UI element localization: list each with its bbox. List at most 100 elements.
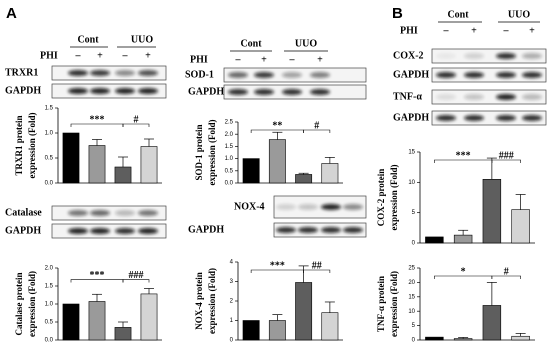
y-tick-label: 10 xyxy=(408,309,415,315)
blot-band xyxy=(68,70,88,76)
y-tick-label: 2.0 xyxy=(225,132,234,138)
bar xyxy=(295,174,313,184)
y-tick-label: 20 xyxy=(408,280,415,286)
significance-label: # xyxy=(504,266,509,277)
y-axis-label: TRXR1 protein xyxy=(14,115,24,175)
blot-frame xyxy=(273,195,367,219)
bar xyxy=(425,236,444,244)
blot-band xyxy=(138,210,158,216)
bar xyxy=(482,305,502,341)
blot-band xyxy=(321,204,341,210)
y-tick-label: 25 xyxy=(408,266,415,272)
blot-band xyxy=(68,210,88,216)
blot-band xyxy=(115,88,135,94)
y-tick-label: 0.5 xyxy=(45,156,54,162)
blot-band xyxy=(298,227,318,233)
bar xyxy=(88,301,106,341)
blot-band xyxy=(138,88,158,94)
blot-band xyxy=(282,72,302,78)
treatment-sign: + xyxy=(145,50,151,61)
y-tick-label: 2 xyxy=(230,299,234,305)
y-tick-label: 1.0 xyxy=(225,156,234,162)
blot-band xyxy=(138,228,158,234)
bar xyxy=(295,282,313,341)
blot-band xyxy=(276,204,296,210)
significance-label: *** xyxy=(90,270,105,281)
blot-frame xyxy=(431,89,547,105)
blot-band xyxy=(115,228,135,234)
significance-bracket xyxy=(491,159,521,163)
blot-band xyxy=(254,89,274,95)
y-tick-label: 1.0 xyxy=(45,131,54,137)
blot-band xyxy=(522,94,542,100)
panel-label: B xyxy=(392,5,403,22)
blot-band xyxy=(522,53,542,59)
y-tick-label: 5 xyxy=(412,210,416,216)
y-tick-label: 2.0 xyxy=(45,266,54,272)
blot-frame xyxy=(431,67,547,83)
y-tick-label: 15 xyxy=(408,150,415,156)
y-tick-label: 1.5 xyxy=(45,106,54,112)
y-tick-label: 1.0 xyxy=(45,302,54,308)
blot-row-label: SOD-1 xyxy=(185,69,214,80)
blot-band xyxy=(298,204,318,210)
group-label: UUO xyxy=(295,38,317,49)
y-axis-label: SOD-1 protein xyxy=(194,124,204,180)
y-tick-label: 0.0 xyxy=(225,181,234,187)
treatment-sign: – xyxy=(75,50,82,61)
treatment-sign: + xyxy=(261,54,267,65)
blot-band xyxy=(115,70,135,76)
group-label: Cont xyxy=(447,9,469,20)
bar xyxy=(482,179,502,244)
y-tick-label: 15 xyxy=(408,294,415,300)
y-tick-label: 5 xyxy=(412,323,416,329)
group-label: Cont xyxy=(240,38,262,49)
blot-band xyxy=(68,228,88,234)
y-axis-label: expression (Fold) xyxy=(207,268,217,334)
bar xyxy=(453,234,473,244)
y-axis-label: expression (Fold) xyxy=(207,119,217,185)
y-tick-label: 10 xyxy=(408,180,415,186)
treatment-label: PHI xyxy=(190,54,208,65)
blot-row-label: TRXR1 xyxy=(5,67,38,78)
y-tick-label: 0.0 xyxy=(45,181,54,187)
blot-band xyxy=(90,88,110,94)
y-axis-label: expression (Fold) xyxy=(27,271,37,337)
blot-row-label: GAPDH xyxy=(393,112,429,123)
y-tick-label: 0.5 xyxy=(45,320,54,326)
blot-row-label: NOX-4 xyxy=(234,201,265,212)
blot-band xyxy=(254,72,274,78)
bar xyxy=(268,139,286,184)
y-axis-label: expression (Fold) xyxy=(27,112,37,178)
bar xyxy=(453,338,473,341)
bar xyxy=(511,335,530,341)
blot-band xyxy=(276,227,296,233)
blot-row-label: GAPDH xyxy=(5,85,41,96)
y-tick-label: 0 xyxy=(230,338,234,344)
y-tick-label: 4 xyxy=(230,260,234,266)
blot-band xyxy=(343,227,363,233)
bar xyxy=(114,327,132,341)
blot-band xyxy=(464,115,484,121)
treatment-sign: + xyxy=(471,25,477,36)
bar xyxy=(268,320,286,341)
y-axis-label: expression (Fold) xyxy=(389,271,399,337)
blot-row-label: COX-2 xyxy=(393,50,424,61)
significance-bracket xyxy=(122,123,150,127)
y-axis-label: COX-2 protein xyxy=(376,169,386,227)
y-axis-label: Catalase protein xyxy=(14,272,24,335)
y-axis-label: TNF-α protein xyxy=(376,276,386,332)
blot-band xyxy=(436,53,456,59)
significance-bracket xyxy=(303,269,331,273)
blot-frame xyxy=(431,48,547,64)
treatment-sign: – xyxy=(503,25,510,36)
bar xyxy=(62,303,80,341)
treatment-sign: + xyxy=(529,25,535,36)
y-tick-label: 0.5 xyxy=(225,168,234,174)
bar xyxy=(140,293,158,341)
blot-band xyxy=(138,70,158,76)
blot-band xyxy=(90,228,110,234)
blot-band xyxy=(496,53,516,59)
y-tick-label: 0.0 xyxy=(45,338,54,344)
